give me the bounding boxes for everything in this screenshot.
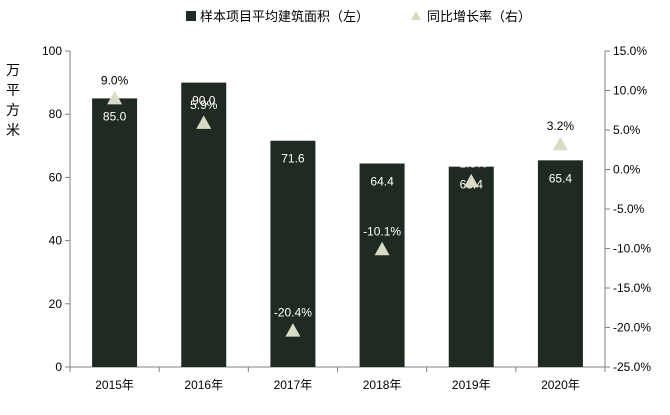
growth-value-label: 5.9% bbox=[190, 98, 218, 112]
growth-marker bbox=[196, 115, 212, 129]
y-tick-label-left: 60 bbox=[49, 170, 63, 184]
growth-marker bbox=[107, 90, 123, 105]
x-tick-label: 2015年 bbox=[95, 378, 134, 392]
y-tick-label-right: -5.0% bbox=[613, 202, 645, 216]
y-tick-label-right: 10.0% bbox=[613, 84, 647, 98]
y-axis-title: 万平方米 bbox=[6, 62, 20, 138]
y-tick-label-left: 40 bbox=[49, 234, 63, 248]
bar bbox=[537, 160, 583, 367]
legend-item-growth: 同比增长率（右） bbox=[411, 6, 531, 25]
growth-marker bbox=[463, 173, 479, 188]
x-tick-label: 2018年 bbox=[363, 378, 402, 392]
x-tick-label: 2020年 bbox=[541, 378, 580, 392]
growth-marker bbox=[285, 323, 301, 337]
bar-value-label: 65.4 bbox=[549, 171, 573, 185]
legend-label-bars: 样本项目平均建筑面积（左） bbox=[200, 9, 370, 24]
growth-marker bbox=[552, 136, 568, 151]
growth-value-label: -20.4% bbox=[274, 306, 312, 320]
legend-item-bars: 样本项目平均建筑面积（左） bbox=[186, 6, 369, 25]
bar bbox=[448, 166, 494, 367]
growth-value-label: -1.5% bbox=[456, 156, 488, 170]
y-tick-label-right: 15.0% bbox=[613, 44, 647, 58]
bar-value-label: 71.6 bbox=[281, 152, 305, 166]
legend-label-growth: 同比增长率（右） bbox=[427, 9, 532, 24]
y-tick-label-right: -25.0% bbox=[613, 360, 651, 374]
growth-marker bbox=[374, 241, 390, 256]
y-tick-label-right: 5.0% bbox=[613, 123, 641, 137]
y-tick-label-left: 100 bbox=[42, 44, 62, 58]
y-tick-label-right: -15.0% bbox=[613, 281, 651, 295]
y-tick-label-right: -20.0% bbox=[613, 321, 651, 335]
bar-value-label: 90.0 bbox=[192, 94, 216, 108]
bar bbox=[92, 98, 138, 368]
y-tick-label-left: 20 bbox=[49, 297, 63, 311]
growth-value-label: -10.1% bbox=[363, 224, 401, 238]
y-tick-label-right: -10.0% bbox=[613, 242, 651, 256]
bar-value-label: 85.0 bbox=[103, 109, 127, 123]
x-tick-label: 2016年 bbox=[184, 378, 223, 392]
bar-value-label: 64.4 bbox=[370, 174, 394, 188]
y-tick-label-right: 0.0% bbox=[613, 163, 641, 177]
growth-value-label: 9.0% bbox=[101, 73, 129, 87]
growth-value-label: 3.2% bbox=[547, 119, 575, 133]
bar bbox=[359, 163, 405, 367]
y-tick-label-left: 0 bbox=[55, 360, 62, 374]
legend: 样本项目平均建筑面积（左） 同比增长率（右） bbox=[186, 6, 573, 25]
bar bbox=[181, 82, 227, 367]
x-tick-label: 2019年 bbox=[452, 378, 491, 392]
legend-bar-swatch bbox=[186, 10, 196, 21]
x-tick-label: 2017年 bbox=[274, 378, 313, 392]
y-tick-label-left: 80 bbox=[49, 107, 63, 121]
legend-triangle-swatch bbox=[411, 11, 422, 20]
